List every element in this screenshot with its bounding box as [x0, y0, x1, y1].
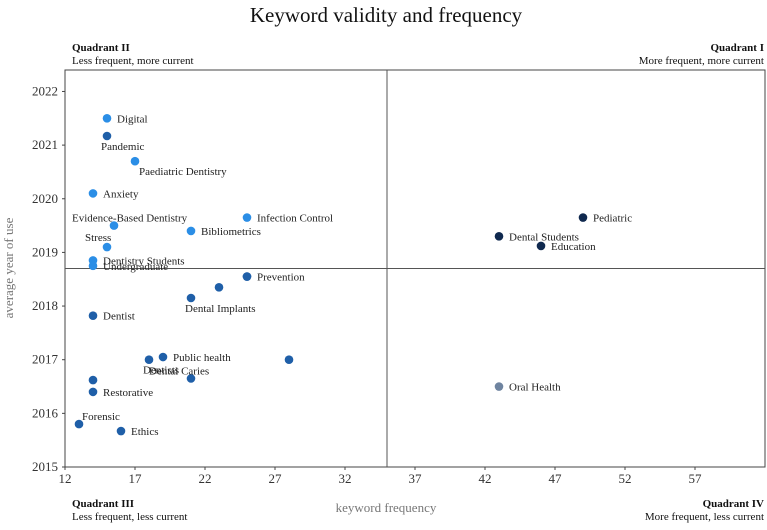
data-point: [494, 382, 504, 391]
x-tick-label: 32: [339, 471, 352, 486]
data-point: [536, 241, 546, 251]
data-point: [88, 375, 98, 385]
quadrant-ii-subtitle: Less frequent, more current: [72, 55, 194, 67]
point-label: Infection Control: [257, 213, 333, 225]
data-point: [158, 352, 168, 362]
data-point: [144, 355, 154, 365]
y-tick-label: 2019: [32, 244, 58, 259]
x-tick-label: 52: [619, 471, 632, 486]
data-point: [102, 113, 112, 123]
axis-ticks: 12 17 22 27 32 37 42 47 52 57 2015 2016 2017 2018 2019…: [32, 83, 702, 486]
quadrant-iii-subtitle: Less frequent, less current: [72, 511, 187, 523]
data-point: [109, 221, 119, 230]
x-tick-label: 17: [129, 471, 143, 486]
point-label: Paediatric Dentistry: [139, 166, 227, 178]
data-point: [130, 156, 140, 166]
divider-lines: [65, 70, 765, 467]
y-tick-label: 2020: [32, 191, 58, 206]
data-point: [116, 426, 126, 436]
quadrant-i-title: Quadrant I: [711, 42, 765, 54]
x-axis-label: keyword frequency: [336, 500, 437, 515]
point-label: Public health: [173, 352, 231, 364]
point-label: Pandemic: [101, 141, 144, 153]
y-axis-label: average year of use: [1, 217, 16, 318]
data-point: [88, 311, 98, 321]
data-point: [494, 232, 504, 241]
point-label: Dentists: [143, 365, 179, 377]
x-tick-label: 47: [549, 471, 563, 486]
quadrant-ii-title: Quadrant II: [72, 42, 130, 54]
data-point: [88, 261, 98, 271]
point-label: Ethics: [131, 426, 159, 438]
point-labels: Digital Pandemic Paediatric DentistryAnxie…: [72, 113, 632, 438]
point-label: Forensic: [82, 411, 120, 423]
data-point: [186, 374, 196, 383]
data-point: [242, 272, 252, 281]
x-tick-label: 42: [479, 471, 492, 486]
data-point: [284, 355, 294, 365]
point-label: Stress: [85, 232, 111, 244]
point-label: Dental Students: [509, 231, 579, 243]
point-label: Digital: [117, 113, 148, 125]
y-tick-label: 2022: [32, 83, 58, 98]
data-point: [74, 419, 84, 429]
data-point: [578, 213, 588, 222]
point-label: Evidence-Based Dentistry: [72, 213, 188, 225]
data-point: [102, 242, 112, 252]
data-point: [88, 189, 98, 198]
quadrant-i-subtitle: More frequent, more current: [639, 55, 764, 67]
data-points: [74, 113, 588, 436]
point-label: Dental Implants: [185, 303, 256, 315]
point-label: Dental Caries: [149, 365, 209, 377]
point-label: Undergraduate: [103, 261, 168, 273]
data-point: [102, 131, 112, 141]
point-label: Anxiety: [103, 188, 139, 200]
y-tick-label: 2021: [32, 137, 58, 152]
point-label: Dentist: [103, 311, 135, 323]
point-label: Dentistry Students: [103, 255, 185, 267]
point-label: Bibliometrics: [201, 226, 261, 238]
point-label: Education: [551, 241, 596, 253]
point-label: Oral Health: [509, 382, 561, 394]
chart-title: Keyword validity and frequency: [250, 3, 523, 27]
y-tick-label: 2015: [32, 459, 58, 474]
x-tick-label: 57: [689, 471, 703, 486]
quadrant-iv-title: Quadrant IV: [703, 498, 764, 510]
point-label: Pediatric: [593, 213, 632, 225]
data-point: [214, 282, 224, 292]
x-tick-label: 37: [409, 471, 423, 486]
point-label: Prevention: [257, 272, 305, 284]
x-tick-label: 22: [199, 471, 212, 486]
quadrant-iii-title: Quadrant III: [72, 498, 134, 510]
y-tick-label: 2017: [32, 352, 59, 367]
data-point: [242, 213, 252, 222]
data-point: [186, 226, 196, 236]
x-tick-label: 12: [59, 471, 72, 486]
data-point: [186, 293, 196, 303]
point-label: Restorative: [103, 387, 153, 399]
x-tick-label: 27: [269, 471, 283, 486]
data-point: [88, 387, 98, 397]
quadrant-iv-subtitle: More frequent, less current: [645, 511, 764, 523]
y-tick-label: 2018: [32, 298, 58, 313]
y-tick-label: 2016: [32, 405, 59, 420]
